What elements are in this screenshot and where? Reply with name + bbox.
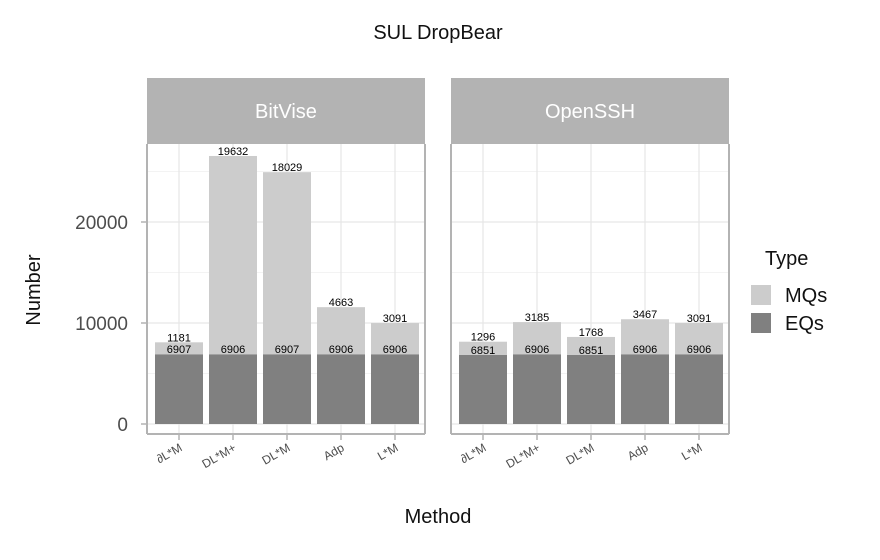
legend-swatch-mqs — [751, 285, 771, 305]
bar-eqs — [209, 354, 257, 424]
bar-mqs — [155, 342, 203, 355]
y-tick-label: 20000 — [75, 213, 128, 234]
bar-mqs — [263, 172, 311, 355]
panel-bitvise: BitVise690711816906196326907180296906466… — [146, 78, 426, 471]
x-axis-label: Method — [405, 506, 472, 528]
x-tick-label: DL*M — [260, 440, 293, 467]
legend-swatch-eqs — [751, 313, 771, 333]
data-label-mqs: 3467 — [633, 309, 657, 321]
data-label-eqs: 6906 — [687, 344, 711, 356]
bar-eqs — [317, 354, 365, 424]
panel-strip-label: BitVise — [255, 101, 317, 123]
bar-eqs — [513, 354, 561, 424]
x-tick-label: DL*M — [564, 440, 597, 467]
data-label-eqs: 6906 — [525, 344, 549, 356]
bar-eqs — [675, 354, 723, 424]
bar-mqs — [459, 341, 507, 355]
data-label-eqs: 6907 — [167, 344, 191, 356]
y-axis: 0 10000 20000 — [75, 213, 147, 436]
data-label-eqs: 6906 — [383, 344, 407, 356]
x-tick-label: ∂L*M — [154, 440, 185, 466]
legend-title: Type — [765, 248, 808, 270]
panel-strip-label: OpenSSH — [545, 101, 635, 123]
data-label-mqs: 18029 — [272, 162, 303, 174]
legend-label-eqs: EQs — [785, 313, 824, 335]
x-tick-label: Adp — [321, 440, 347, 463]
x-tick-label: L*M — [375, 440, 400, 463]
x-tick-label: L*M — [679, 440, 704, 463]
data-label-eqs: 6907 — [275, 344, 299, 356]
data-label-mqs: 3091 — [687, 313, 711, 325]
data-label-eqs: 6851 — [579, 345, 603, 357]
panel-strip — [147, 78, 425, 144]
data-label-mqs: 3185 — [525, 312, 549, 324]
panel-strip — [451, 78, 729, 144]
panel-openssh: OpenSSH685112966906318568511768690634676… — [450, 78, 730, 471]
legend: Type MQs EQs — [751, 248, 827, 335]
bar-mqs — [621, 319, 669, 355]
bar-mqs — [567, 336, 615, 355]
data-label-mqs: 1296 — [471, 332, 495, 344]
bar-mqs — [513, 322, 561, 355]
y-tick-label: 0 — [117, 415, 128, 436]
data-label-eqs: 6906 — [329, 344, 353, 356]
data-label-mqs: 3091 — [383, 313, 407, 325]
legend-label-mqs: MQs — [785, 285, 827, 307]
bar-eqs — [263, 354, 311, 424]
bar-eqs — [567, 354, 615, 424]
facet-panels: BitVise690711816906196326907180296906466… — [75, 78, 730, 471]
x-tick-label: DL*M+ — [503, 440, 542, 471]
y-tick-label: 10000 — [75, 314, 128, 335]
data-label-mqs: 1768 — [579, 327, 603, 339]
bar-eqs — [371, 354, 419, 424]
data-label-eqs: 6906 — [221, 344, 245, 356]
chart-title: SUL DropBear — [373, 22, 503, 44]
data-label-eqs: 6906 — [633, 344, 657, 356]
data-label-mqs: 4663 — [329, 297, 353, 309]
bar-eqs — [459, 354, 507, 424]
x-tick-label: ∂L*M — [458, 440, 489, 466]
bar-eqs — [621, 354, 669, 424]
bar-mqs — [209, 155, 257, 355]
x-tick-label: DL*M+ — [199, 440, 238, 471]
bar-eqs — [155, 354, 203, 424]
data-label-mqs: 19632 — [218, 146, 249, 158]
data-label-eqs: 6851 — [471, 345, 495, 357]
bar-mqs — [675, 323, 723, 355]
data-label-mqs: 1181 — [167, 332, 191, 344]
bar-mqs — [317, 307, 365, 355]
y-axis-label: Number — [23, 254, 45, 325]
bar-mqs — [371, 323, 419, 355]
x-tick-label: Adp — [625, 440, 651, 463]
